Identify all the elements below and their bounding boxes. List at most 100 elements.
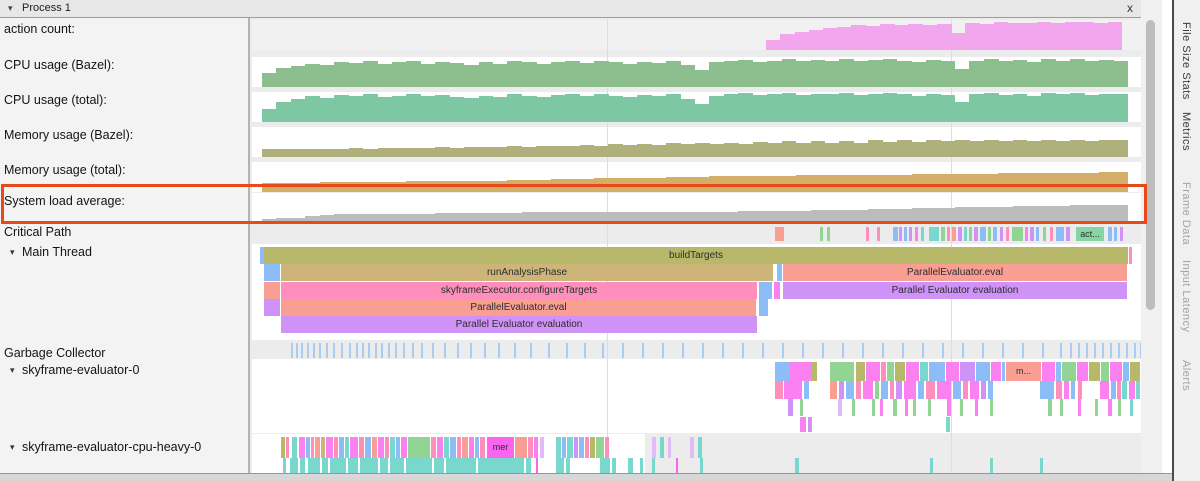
counter-bar[interactable] <box>608 144 624 157</box>
slice[interactable] <box>676 458 678 473</box>
counter-bar[interactable] <box>348 148 364 157</box>
slice[interactable] <box>990 458 993 473</box>
slice[interactable] <box>640 458 643 473</box>
counter-bar[interactable] <box>680 144 696 157</box>
slice[interactable] <box>690 437 694 458</box>
slice[interactable] <box>929 362 945 381</box>
counter-bar[interactable] <box>908 24 924 50</box>
garbage_collector-tick[interactable] <box>1002 343 1004 358</box>
garbage_collector-tick[interactable] <box>862 343 864 358</box>
slice[interactable] <box>1006 227 1009 241</box>
counter-bar[interactable] <box>879 24 895 50</box>
counter-bar[interactable] <box>810 60 826 87</box>
slice[interactable] <box>605 437 609 458</box>
counter-bar[interactable] <box>536 146 552 157</box>
counter-bar[interactable] <box>897 175 912 192</box>
garbage_collector-tick[interactable] <box>514 343 516 358</box>
slice[interactable] <box>856 362 865 381</box>
counter-bar[interactable] <box>796 211 811 222</box>
counter-bar[interactable] <box>823 28 838 50</box>
counter-bar[interactable] <box>865 26 881 50</box>
slice[interactable] <box>350 437 358 458</box>
counter-bar[interactable] <box>464 147 479 157</box>
counter-bar[interactable] <box>290 149 306 157</box>
slice[interactable] <box>1130 362 1140 381</box>
counter-bar[interactable] <box>839 93 855 122</box>
slice[interactable] <box>926 381 935 399</box>
counter-bar[interactable] <box>781 141 797 157</box>
counter-bar[interactable] <box>1027 206 1042 222</box>
counter-bar[interactable] <box>1055 61 1071 87</box>
counter-bar[interactable] <box>305 216 321 222</box>
slice[interactable] <box>958 227 962 241</box>
counter-bar[interactable] <box>839 175 855 192</box>
counter-bar[interactable] <box>1050 23 1066 50</box>
counter-bar[interactable] <box>1084 141 1100 157</box>
garbage_collector-tick[interactable] <box>762 343 764 358</box>
garbage_collector-tick[interactable] <box>742 343 744 358</box>
tab-metrics[interactable]: Metrics <box>1180 112 1192 151</box>
slice[interactable] <box>777 264 782 281</box>
garbage_collector-tick[interactable] <box>368 343 370 358</box>
counter-bar[interactable] <box>550 95 566 122</box>
counter-bar[interactable] <box>319 149 335 157</box>
counter-bar[interactable] <box>594 146 609 157</box>
slice[interactable] <box>372 437 377 458</box>
slice[interactable] <box>930 458 933 473</box>
counter-bar[interactable] <box>406 61 422 87</box>
slice[interactable] <box>480 437 485 458</box>
garbage_collector-tick[interactable] <box>333 343 335 358</box>
counter-bar[interactable] <box>723 94 739 122</box>
counter-bar[interactable] <box>608 96 624 122</box>
garbage_collector-tick[interactable] <box>602 343 604 358</box>
counter-bar[interactable] <box>420 214 436 222</box>
counter-bar[interactable] <box>969 141 985 157</box>
counter-bar[interactable] <box>969 207 985 222</box>
slice-parallelevaluator-eval[interactable]: ParallelEvaluator.eval <box>783 264 1127 281</box>
counter-bar[interactable] <box>435 62 451 87</box>
counter-bar[interactable] <box>666 61 681 87</box>
counter-bar[interactable] <box>651 96 667 122</box>
counter-bar[interactable] <box>868 94 884 122</box>
slice[interactable] <box>444 437 449 458</box>
slice[interactable] <box>1064 381 1069 399</box>
slice[interactable] <box>406 458 432 473</box>
garbage_collector-tick[interactable] <box>470 343 472 358</box>
slice[interactable] <box>839 381 844 399</box>
counter-bar[interactable] <box>709 96 725 122</box>
close-icon[interactable]: x <box>1127 1 1133 15</box>
garbage_collector-tick[interactable] <box>291 343 293 358</box>
slice[interactable] <box>668 437 671 458</box>
slice[interactable] <box>515 437 527 458</box>
counter-bar[interactable] <box>1070 173 1086 192</box>
counter-bar[interactable] <box>377 182 393 192</box>
counter-bar[interactable] <box>998 95 1013 122</box>
slice[interactable] <box>475 437 479 458</box>
counter-bar[interactable] <box>391 148 407 157</box>
counter-bar[interactable] <box>723 143 739 157</box>
counter-bar[interactable] <box>940 61 956 87</box>
slice[interactable] <box>952 227 956 241</box>
counter-bar[interactable] <box>1079 22 1094 50</box>
counter-bar[interactable] <box>897 94 912 122</box>
slice[interactable] <box>856 381 861 399</box>
slice[interactable] <box>1043 227 1046 241</box>
slice[interactable] <box>866 362 880 381</box>
slice[interactable] <box>660 437 664 458</box>
slice-m-[interactable]: m... <box>1006 362 1041 381</box>
slice[interactable] <box>991 362 1001 381</box>
counter-bar[interactable] <box>868 60 884 87</box>
counter-bar[interactable] <box>377 148 393 157</box>
counter-bar[interactable] <box>637 95 653 122</box>
garbage_collector-tick[interactable] <box>642 343 644 358</box>
slice[interactable] <box>321 437 325 458</box>
slice[interactable] <box>1129 247 1132 264</box>
horizontal-scrollbar[interactable] <box>0 473 1172 481</box>
slice[interactable] <box>904 227 907 241</box>
tab-frame-data[interactable]: Frame Data <box>1180 182 1192 246</box>
counter-bar[interactable] <box>824 143 840 157</box>
slice[interactable] <box>360 458 378 473</box>
counter-bar[interactable] <box>894 25 909 50</box>
counter-bar[interactable] <box>882 175 898 192</box>
counter-bar[interactable] <box>666 143 681 157</box>
